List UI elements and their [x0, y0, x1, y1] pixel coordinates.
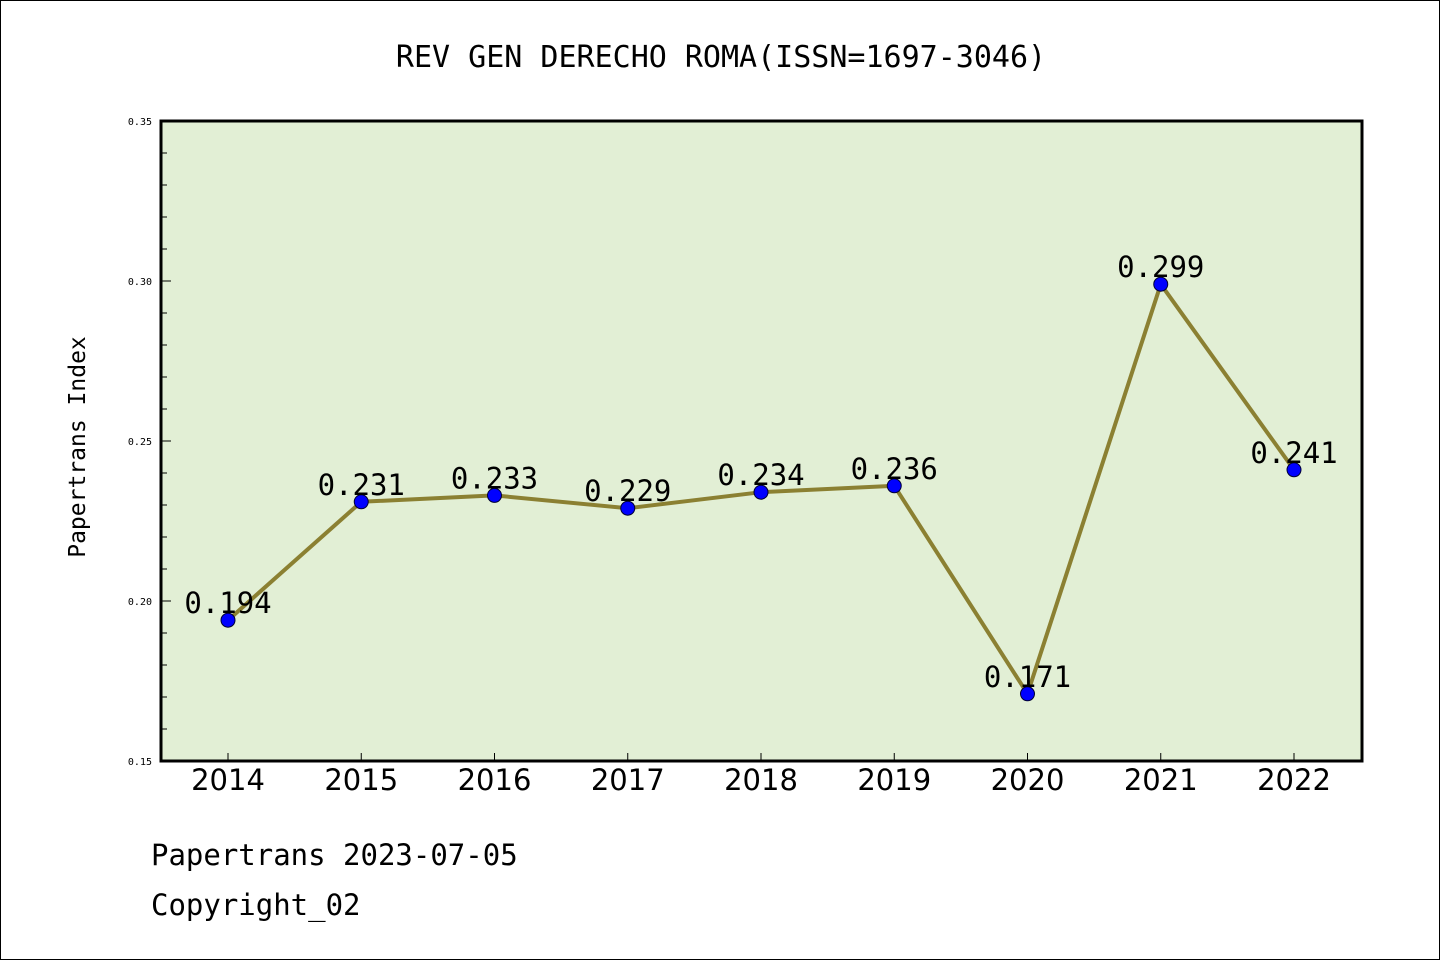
footer-date: Papertrans 2023-07-05: [151, 838, 518, 872]
x-tick-label: 2019: [857, 763, 931, 797]
data-label: 0.236: [851, 452, 938, 486]
data-label: 0.234: [717, 458, 804, 492]
x-tick-label: 2021: [1124, 763, 1198, 797]
x-tick-label: 2015: [324, 763, 398, 797]
data-label: 0.241: [1250, 436, 1337, 470]
y-tick-label: 0.25: [128, 437, 152, 448]
x-tick-label: 2014: [191, 763, 265, 797]
data-point: [220, 612, 236, 628]
x-tick-label: 2018: [724, 763, 798, 797]
chart-title: REV GEN DERECHO ROMA(ISSN=1697-3046): [396, 40, 1046, 75]
data-point: [886, 478, 902, 494]
y-tick-label: 0.15: [128, 757, 152, 768]
x-axis-ticks: 2014 2015 2016 2017 2018 2019 2020 2021 2022: [191, 753, 1331, 797]
plot-border: [159, 119, 1364, 763]
data-label: 0.229: [584, 474, 671, 508]
data-label: 0.299: [1117, 250, 1204, 284]
data-point: [1153, 276, 1169, 292]
data-label: 0.171: [984, 660, 1071, 694]
x-tick-label: 2017: [591, 763, 665, 797]
data-point: [1286, 462, 1302, 478]
data-label: 0.194: [184, 586, 271, 620]
data-point: [353, 494, 369, 510]
data-label: 0.233: [451, 461, 538, 495]
y-tick-label: 0.35: [128, 117, 152, 128]
plot-area: [161, 121, 1362, 761]
y-axis-label: Papertrans Index: [65, 336, 91, 558]
footer-copyright: Copyright_02: [151, 888, 361, 923]
data-point: [1020, 686, 1035, 702]
y-tick-label: 0.20: [128, 597, 152, 608]
y-tick-label: 0.30: [128, 277, 152, 288]
data-point: [487, 487, 502, 503]
data-point: [753, 484, 769, 500]
x-tick-label: 2020: [991, 763, 1065, 797]
series-papertrans-index: [220, 276, 1302, 702]
data-point: [620, 500, 636, 516]
x-tick-label: 2016: [458, 763, 532, 797]
x-tick-label: 2022: [1257, 763, 1331, 797]
data-labels: 0.194 0.231 0.233 0.229 0.234 0.236 0.171 0.299…: [184, 250, 1337, 694]
data-label: 0.231: [318, 468, 405, 502]
